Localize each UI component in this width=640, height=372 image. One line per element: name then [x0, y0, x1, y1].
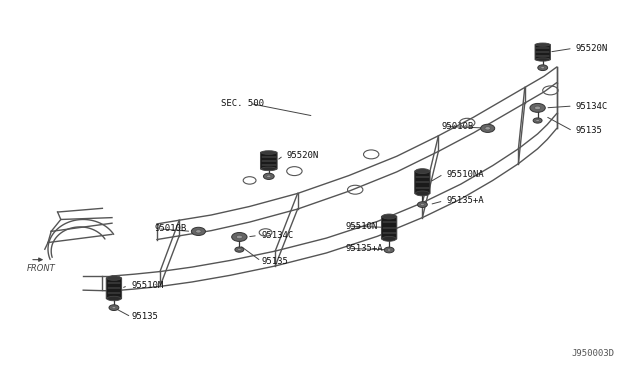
Text: 95010B: 95010B [155, 224, 187, 233]
Text: 95135+A: 95135+A [447, 196, 484, 205]
Text: J950003D: J950003D [572, 349, 614, 358]
Circle shape [264, 173, 274, 179]
Ellipse shape [261, 167, 276, 171]
FancyBboxPatch shape [106, 278, 122, 299]
Circle shape [538, 65, 548, 71]
FancyBboxPatch shape [415, 171, 430, 194]
Circle shape [541, 67, 545, 69]
Ellipse shape [415, 191, 429, 196]
Ellipse shape [536, 58, 550, 61]
Circle shape [533, 118, 542, 123]
Circle shape [196, 230, 201, 233]
Circle shape [420, 203, 424, 206]
Ellipse shape [415, 169, 429, 174]
Circle shape [235, 247, 244, 252]
Text: 95010B: 95010B [442, 122, 474, 131]
Text: 95510M: 95510M [131, 281, 163, 290]
Circle shape [534, 106, 541, 110]
Text: 95134C: 95134C [576, 102, 608, 110]
Ellipse shape [261, 151, 276, 154]
Ellipse shape [382, 236, 396, 241]
Circle shape [387, 249, 391, 251]
Ellipse shape [536, 43, 550, 46]
Circle shape [232, 232, 247, 241]
Text: 95134C: 95134C [261, 231, 293, 240]
Ellipse shape [107, 296, 121, 301]
Text: 95520N: 95520N [576, 44, 608, 53]
Text: 95135: 95135 [261, 257, 288, 266]
Circle shape [267, 175, 271, 177]
Circle shape [236, 235, 243, 239]
FancyBboxPatch shape [381, 216, 397, 239]
Text: 95520N: 95520N [287, 151, 319, 160]
Ellipse shape [107, 276, 121, 280]
Text: 95510N: 95510N [346, 222, 378, 231]
Circle shape [191, 227, 205, 235]
Ellipse shape [382, 214, 396, 219]
Circle shape [237, 248, 241, 251]
FancyBboxPatch shape [260, 152, 277, 169]
Circle shape [109, 305, 119, 311]
Text: 95135: 95135 [576, 126, 603, 135]
Circle shape [485, 127, 490, 130]
Text: 95135+A: 95135+A [346, 244, 383, 253]
Circle shape [384, 247, 394, 253]
Circle shape [481, 124, 495, 132]
Circle shape [536, 119, 540, 122]
Circle shape [417, 202, 428, 208]
FancyBboxPatch shape [535, 44, 550, 60]
Text: FRONT: FRONT [28, 264, 56, 273]
Text: 95135: 95135 [131, 312, 158, 321]
Text: SEC. 500: SEC. 500 [221, 99, 264, 108]
Circle shape [530, 103, 545, 112]
Text: 95510NA: 95510NA [447, 170, 484, 179]
Circle shape [112, 307, 116, 309]
